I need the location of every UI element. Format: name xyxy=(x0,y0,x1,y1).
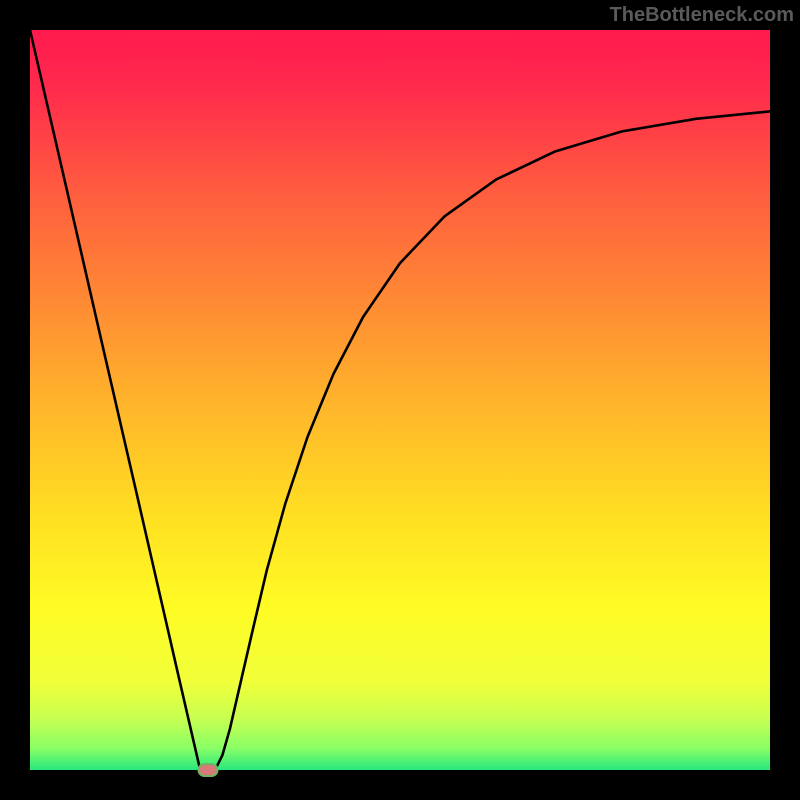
minimum-marker xyxy=(198,763,219,777)
branding-label: TheBottleneck.com xyxy=(610,4,794,27)
background-gradient xyxy=(30,30,770,770)
plot-area xyxy=(30,30,770,770)
chart-frame: TheBottleneck.com xyxy=(0,0,800,800)
